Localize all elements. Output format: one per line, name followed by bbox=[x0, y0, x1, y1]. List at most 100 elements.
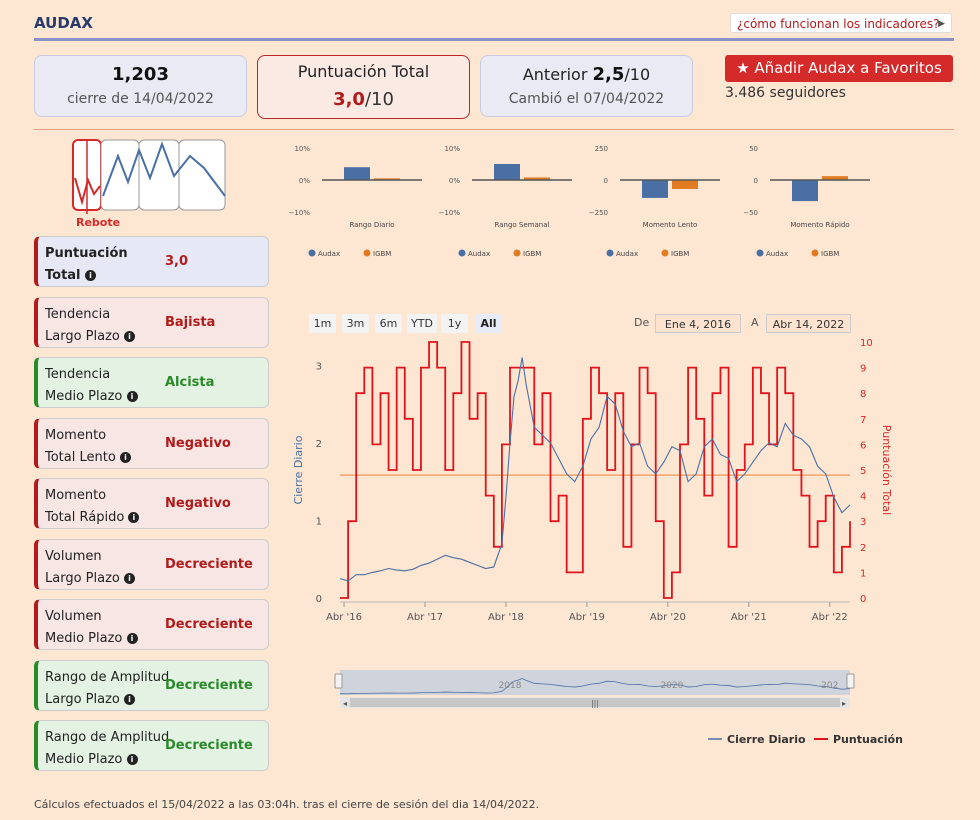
date-to-input[interactable]: Abr 14, 2022 bbox=[766, 314, 851, 333]
mini-y-tick: 0% bbox=[449, 177, 460, 185]
date-to-label: A bbox=[751, 316, 759, 329]
mini-bar-audax bbox=[642, 180, 668, 198]
caret-right-icon: ▶ bbox=[938, 19, 945, 29]
navigator-left-handle[interactable] bbox=[334, 673, 343, 689]
previous-score-card: Anterior 2,5/10 Cambió el 07/04/2022 bbox=[480, 55, 693, 117]
section-divider bbox=[34, 129, 954, 130]
total-score-card: Puntuación Total 3,0/10 bbox=[257, 55, 470, 119]
pattern-thumbnails bbox=[72, 139, 226, 214]
info-icon[interactable]: i bbox=[119, 451, 131, 463]
indicator-label: Puntuación Total i bbox=[45, 243, 128, 287]
pattern-thumbnail-4[interactable] bbox=[178, 139, 226, 211]
range-button[interactable]: 3m bbox=[342, 314, 369, 333]
y2-tick: 7 bbox=[860, 415, 866, 426]
navigator-right-handle[interactable] bbox=[846, 673, 855, 689]
indicator-label: Volumen Medio Plazo i bbox=[45, 606, 138, 650]
indicator-label-line1: Tendencia bbox=[45, 306, 111, 322]
indicator-label: Rango de Amplitud Medio Plazo i bbox=[45, 727, 169, 771]
mini-y-tick: 0% bbox=[299, 177, 310, 185]
mini-legend-label[interactable]: IGBM bbox=[671, 250, 689, 258]
previous-score-value: 2,5 bbox=[592, 64, 625, 85]
scroll-left-icon[interactable]: ◂ bbox=[343, 699, 347, 708]
mini-bar-igbm bbox=[822, 176, 848, 180]
navigator-window[interactable] bbox=[340, 670, 850, 695]
y2-axis-label: Puntuación Total bbox=[880, 425, 893, 515]
legend-price-label[interactable]: Cierre Diario bbox=[727, 733, 806, 746]
mini-chart: 10% 0% −10% Rango Diario Audax IGBM bbox=[289, 145, 422, 258]
legend-dot-audax bbox=[756, 249, 764, 257]
indicator-card[interactable]: Momento Total Lento i Negativo bbox=[34, 417, 269, 469]
mini-legend-label[interactable]: IGBM bbox=[523, 250, 541, 258]
indicator-card[interactable]: Tendencia Largo Plazo i Bajista bbox=[34, 296, 269, 348]
indicator-card[interactable]: Tendencia Medio Plazo i Alcista bbox=[34, 357, 269, 408]
indicator-value: Bajista bbox=[165, 314, 216, 330]
mini-legend-label[interactable]: Audax bbox=[766, 250, 788, 258]
rebote-line bbox=[74, 176, 101, 206]
indicator-card[interactable]: Rango de Amplitud Medio Plazo i Decrecient… bbox=[34, 720, 269, 771]
pattern-line bbox=[102, 141, 226, 197]
info-icon[interactable]: i bbox=[126, 391, 138, 402]
indicator-label-line2: Largo Plazo bbox=[45, 691, 120, 707]
scroll-right-icon[interactable]: ▸ bbox=[842, 699, 846, 708]
mini-bar-charts: 10% 0% −10% Rango Diario Audax IGBM 10% 0% −10% R… bbox=[289, 145, 870, 258]
y2-tick: 3 bbox=[860, 517, 866, 528]
indicator-card[interactable]: Volumen Medio Plazo i Decreciente bbox=[34, 599, 269, 650]
range-button[interactable]: 1y bbox=[441, 314, 468, 333]
info-icon[interactable]: i bbox=[124, 572, 135, 584]
indicator-card[interactable]: Puntuación Total i 3,0 bbox=[34, 236, 269, 287]
indicator-label: Momento Total Rápido i bbox=[45, 485, 140, 529]
mini-legend-label[interactable]: Audax bbox=[468, 250, 490, 258]
followers-count: 3.486 seguidores bbox=[725, 85, 846, 101]
add-favorite-button[interactable]: ★ Añadir Audax a Favoritos bbox=[725, 55, 953, 82]
mini-y-tick: 0 bbox=[754, 177, 758, 185]
mini-y-tick: 250 bbox=[595, 145, 608, 153]
mini-legend-label[interactable]: Audax bbox=[616, 250, 638, 258]
y-tick: 0 bbox=[316, 594, 322, 605]
range-button[interactable]: 1m bbox=[309, 314, 336, 333]
info-icon[interactable]: i bbox=[126, 754, 138, 765]
mini-bar-audax bbox=[494, 164, 520, 180]
indicator-card[interactable]: Rango de Amplitud Largo Plazo i Decrecient… bbox=[34, 659, 269, 711]
navigator-line bbox=[339, 678, 851, 695]
y2-tick: 1 bbox=[860, 568, 866, 579]
mini-legend-label[interactable]: Audax bbox=[318, 250, 340, 258]
how-indicators-work-button[interactable]: ¿cómo funcionan los indicadores? ▶ bbox=[730, 13, 952, 33]
y2-tick: 9 bbox=[860, 364, 866, 375]
indicator-label: Tendencia Largo Plazo i bbox=[45, 304, 135, 348]
indicator-card[interactable]: Momento Total Rápido i Negativo bbox=[34, 478, 269, 529]
legend-dot-igbm bbox=[513, 249, 521, 257]
x-tick: Abr '22 bbox=[812, 612, 848, 623]
mini-chart: 50 0 −50 Momento Rápido Audax IGBM bbox=[743, 145, 870, 258]
info-icon[interactable]: i bbox=[85, 270, 97, 281]
range-button[interactable]: 6m bbox=[375, 314, 402, 333]
indicator-label-line1: Rango de Amplitud bbox=[45, 669, 170, 685]
indicator-label-line1: Momento bbox=[45, 488, 107, 503]
range-button[interactable]: YTD bbox=[407, 314, 437, 333]
legend-score-label[interactable]: Puntuación bbox=[833, 733, 903, 746]
y2-tick: 5 bbox=[860, 466, 866, 477]
indicator-card[interactable]: Volumen Largo Plazo i Decreciente bbox=[34, 538, 269, 590]
legend-dot-igbm bbox=[811, 249, 819, 257]
date-from-input[interactable]: Ene 4, 2016 bbox=[655, 314, 741, 333]
mini-chart-title: Momento Lento bbox=[643, 221, 698, 229]
x-tick: Abr '16 bbox=[326, 612, 362, 623]
y-tick: 1 bbox=[316, 516, 322, 527]
legend-dot-igbm bbox=[363, 249, 371, 257]
y2-tick: 0 bbox=[860, 594, 866, 605]
navigator-year: 202 bbox=[821, 681, 838, 691]
info-icon[interactable]: i bbox=[126, 633, 138, 644]
indicator-value: Alcista bbox=[165, 375, 215, 390]
total-score-label: Puntuación Total bbox=[297, 62, 430, 81]
info-icon[interactable]: i bbox=[124, 693, 135, 705]
indicator-label-line1: Tendencia bbox=[45, 367, 111, 382]
info-icon[interactable]: i bbox=[124, 330, 135, 342]
info-icon[interactable]: i bbox=[128, 512, 140, 523]
indicator-label-line1: Momento bbox=[45, 427, 107, 443]
range-button[interactable]: All bbox=[475, 314, 502, 333]
mini-legend-label[interactable]: IGBM bbox=[821, 250, 839, 258]
navigator-scroll-thumb[interactable] bbox=[350, 698, 840, 707]
mini-legend-label[interactable]: IGBM bbox=[373, 250, 391, 258]
pattern-thumbnail-2[interactable] bbox=[100, 139, 140, 211]
indicator-value: Decreciente bbox=[165, 556, 253, 572]
indicator-value: 3,0 bbox=[165, 254, 189, 269]
